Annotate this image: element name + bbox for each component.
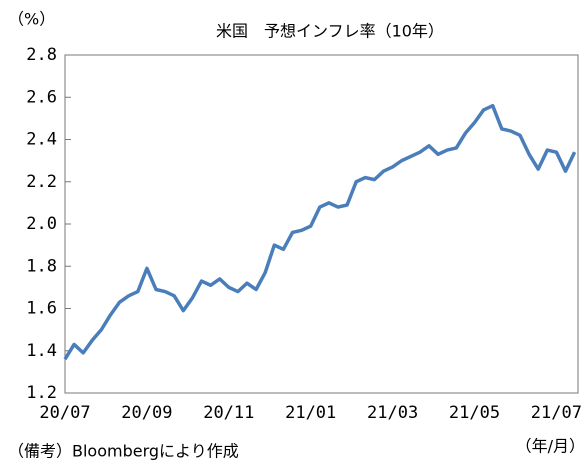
- x-tick-label: 21/07: [531, 403, 582, 423]
- x-tick-label: 21/05: [449, 403, 500, 423]
- note: （備考）Bloombergにより作成: [8, 442, 239, 461]
- x-tick-label: 20/07: [39, 403, 90, 423]
- x-tick-label: 20/11: [203, 403, 254, 423]
- y-tick-label: 1.6: [26, 299, 57, 319]
- y-tick-label: 2.6: [26, 87, 57, 107]
- x-tick-label: 20/09: [121, 403, 172, 423]
- line: [63, 103, 577, 361]
- y-tick-label: 1.2: [26, 383, 57, 403]
- y-tick-label: 2.2: [26, 172, 57, 192]
- x-axis-label: （年/月）: [516, 437, 585, 456]
- plot-frame: [64, 54, 579, 394]
- y-axis-label: （%）: [8, 10, 55, 29]
- y-tick-label: 2.4: [26, 130, 57, 150]
- y-tick-label: 2.8: [26, 45, 57, 65]
- y-tick-label: 2.0: [26, 214, 57, 234]
- y-tick-label: 1.8: [26, 256, 57, 276]
- x-tick-label: 21/03: [367, 403, 418, 423]
- y-tick-label: 1.4: [26, 341, 57, 361]
- chart-title: 米国 予想インフレ率（10年）: [216, 22, 444, 41]
- x-tick-label: 21/01: [285, 403, 336, 423]
